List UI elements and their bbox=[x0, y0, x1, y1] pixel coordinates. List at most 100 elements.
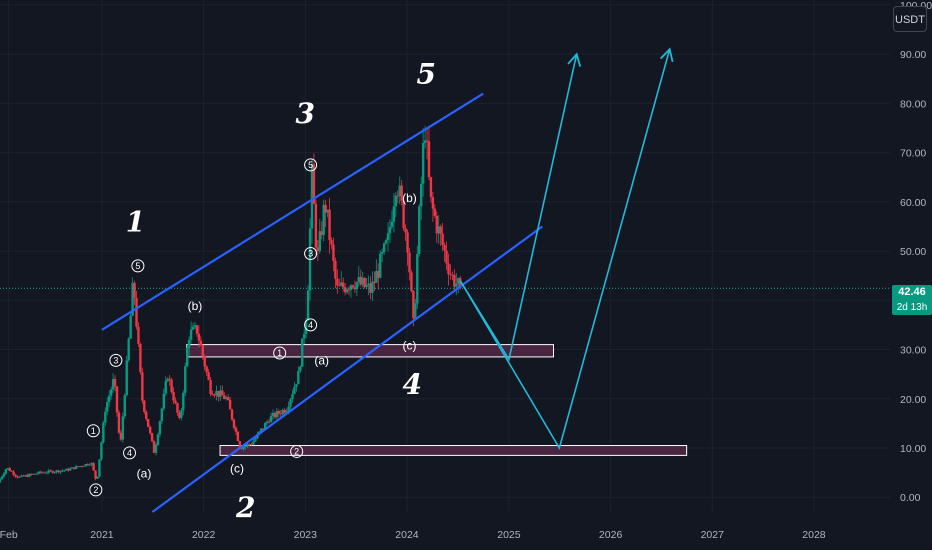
candle-body bbox=[238, 441, 242, 448]
circled-wave-label: 3 bbox=[308, 249, 313, 259]
candle-body bbox=[182, 392, 185, 411]
candle-body bbox=[287, 406, 290, 412]
candle-body bbox=[131, 282, 134, 316]
x-tick-label: 2022 bbox=[192, 529, 216, 541]
candle-body bbox=[45, 472, 48, 474]
candle-body bbox=[419, 183, 423, 207]
candle-body bbox=[345, 289, 349, 293]
candle-body bbox=[306, 290, 310, 321]
candle-body bbox=[441, 233, 444, 246]
candle-body bbox=[447, 263, 450, 275]
candle-body bbox=[102, 422, 105, 443]
x-tick-label: 2026 bbox=[599, 529, 623, 541]
channel-line bbox=[101, 92, 484, 331]
candle-body bbox=[382, 243, 386, 253]
candle-body bbox=[129, 315, 132, 339]
candle-body bbox=[74, 466, 78, 470]
candle-body bbox=[123, 395, 126, 417]
wave-label: 3 bbox=[296, 97, 315, 130]
candle-body bbox=[70, 467, 74, 469]
candle-body bbox=[414, 303, 417, 319]
candle-body bbox=[336, 278, 339, 286]
candle-body bbox=[0, 479, 2, 483]
x-tick-label: 2025 bbox=[497, 529, 521, 541]
x-tick-label: 2024 bbox=[395, 529, 419, 541]
candle-body bbox=[427, 141, 431, 178]
candle-body bbox=[453, 274, 456, 287]
candle-body bbox=[361, 277, 364, 285]
candle-body bbox=[111, 378, 115, 390]
candle-body bbox=[35, 473, 39, 475]
candle-body bbox=[4, 469, 8, 474]
candle-body bbox=[199, 340, 203, 346]
candle-body bbox=[316, 247, 320, 252]
candle-body bbox=[80, 466, 84, 467]
candle-body bbox=[408, 252, 411, 273]
candle-body bbox=[119, 432, 123, 440]
candle-body bbox=[106, 401, 109, 412]
candle-body bbox=[365, 285, 368, 288]
support-zone bbox=[219, 445, 688, 456]
candle-body bbox=[451, 274, 454, 276]
wave-label: (a) bbox=[137, 467, 152, 481]
circled-wave-label: 2 bbox=[93, 485, 98, 495]
candle-body bbox=[228, 400, 232, 410]
candle-body bbox=[351, 285, 355, 288]
candle-body bbox=[2, 473, 6, 477]
candle-body bbox=[135, 297, 138, 327]
candle-body bbox=[295, 384, 298, 387]
candle-body bbox=[443, 245, 446, 251]
candle-body bbox=[221, 390, 224, 396]
candle-body bbox=[330, 239, 333, 245]
circled-wave-label: 3 bbox=[113, 355, 118, 365]
candle-body bbox=[170, 379, 173, 392]
y-tick-label: 80.00 bbox=[900, 98, 926, 110]
wave-label: (c) bbox=[402, 339, 416, 353]
candle-body bbox=[215, 390, 218, 396]
circled-wave-label: 1 bbox=[91, 426, 96, 436]
candle-body bbox=[320, 231, 323, 236]
x-tick-label: 2028 bbox=[802, 529, 826, 541]
candle-body bbox=[254, 438, 257, 442]
candle-body bbox=[445, 250, 448, 264]
candle-body bbox=[279, 413, 282, 415]
candle-body bbox=[193, 325, 197, 327]
projection-path bbox=[459, 49, 671, 451]
candle-body bbox=[162, 393, 165, 409]
candle-body bbox=[449, 274, 452, 275]
candle-body bbox=[29, 474, 33, 475]
candle-body bbox=[232, 419, 236, 428]
candle-body bbox=[65, 468, 68, 471]
candle-body bbox=[125, 360, 128, 396]
candle-body bbox=[189, 329, 193, 340]
candle-body bbox=[6, 468, 9, 470]
candle-body bbox=[439, 226, 442, 234]
candle-body bbox=[334, 260, 337, 279]
candle-body bbox=[22, 475, 25, 477]
candle-body bbox=[314, 203, 318, 248]
candle-body bbox=[246, 444, 249, 446]
candle-body bbox=[263, 422, 267, 429]
candle-body bbox=[185, 347, 189, 367]
candle-body bbox=[291, 393, 294, 400]
y-tick-label: 100.00 bbox=[900, 0, 932, 12]
candle-body bbox=[24, 475, 27, 477]
bar-countdown: 2d 13h bbox=[896, 302, 928, 313]
last-price-value: 42.46 bbox=[898, 286, 926, 298]
candle-body bbox=[98, 459, 101, 477]
candle-body bbox=[37, 471, 41, 474]
candle-body bbox=[92, 463, 95, 471]
candle-body bbox=[187, 339, 191, 348]
candle-body bbox=[367, 283, 370, 286]
candle-body bbox=[267, 421, 271, 423]
candle-body bbox=[39, 471, 43, 473]
wave-labels: 1 2 3 4 5 (a) (b) (c) (a) (b) (c) 1 2 3 4 5 1 2 4 3 5 bbox=[86, 58, 436, 524]
candle-body bbox=[322, 204, 325, 236]
candle-body bbox=[347, 289, 351, 291]
candle-body bbox=[33, 473, 37, 475]
currency-button[interactable]: USDT bbox=[893, 6, 927, 32]
candle-body bbox=[416, 254, 419, 304]
candle-body bbox=[379, 253, 382, 278]
x-tick-label: 2027 bbox=[701, 529, 725, 541]
